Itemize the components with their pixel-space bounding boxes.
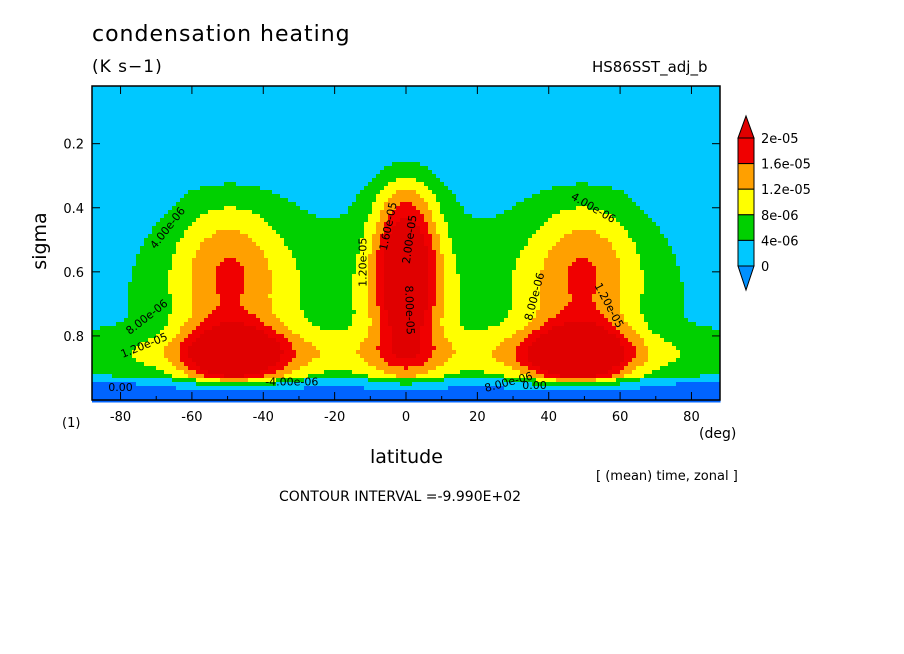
colorbar-segment (737, 214, 755, 241)
y-tick-label: 0.8 (63, 330, 84, 345)
contour-label: -4.00e-06 (265, 376, 318, 389)
colorbar-label: 2e-05 (761, 132, 799, 147)
x-axis-label: latitude (370, 446, 443, 468)
averaging-note: [ (mean) time, zonal ] (596, 469, 738, 484)
colorbar-label: 0 (761, 260, 769, 275)
colorbar-segment (737, 188, 755, 216)
y-tick-label: 0.4 (63, 202, 84, 217)
colorbar-label: 1.6e-05 (761, 158, 811, 173)
colorbar-segment (737, 239, 755, 267)
x-tick-label: 0 (402, 410, 410, 425)
contour-label: 0.00 (108, 381, 133, 394)
contour-label: 0.00 (522, 379, 547, 392)
colorbar-segment (737, 137, 755, 165)
contour-fill (92, 86, 721, 403)
colorbar-under-triangle (737, 265, 755, 292)
x-tick-label: -40 (253, 410, 274, 425)
panel-label: (1) (62, 416, 81, 431)
x-tick-label: -20 (324, 410, 345, 425)
y-tick-label: 0.2 (63, 138, 84, 153)
colorbar-label: 8e-06 (761, 209, 799, 224)
chart-title: condensation heating (92, 22, 351, 47)
x-tick-label: -60 (181, 410, 202, 425)
colorbar-over-triangle (737, 114, 755, 139)
run-name: HS86SST_adj_b (592, 58, 708, 76)
y-tick-label: 0.6 (63, 266, 84, 281)
x-tick-label: 40 (540, 410, 557, 425)
colorbar-label: 1.2e-05 (761, 183, 811, 198)
x-tick-label: -80 (110, 410, 131, 425)
contour-interval-note: CONTOUR INTERVAL =-9.990E+02 (279, 489, 521, 505)
x-axis-unit: (deg) (699, 426, 737, 442)
x-tick-label: 80 (683, 410, 700, 425)
chart-units: (K s−1) (92, 57, 163, 77)
contour-label: 1.20e-05 (357, 238, 370, 287)
x-tick-label: 60 (612, 410, 629, 425)
x-tick-label: 20 (469, 410, 486, 425)
colorbar-label: 4e-06 (761, 234, 799, 249)
colorbar-segment (737, 163, 755, 190)
contour-label: 8.00e-05 (402, 285, 417, 335)
